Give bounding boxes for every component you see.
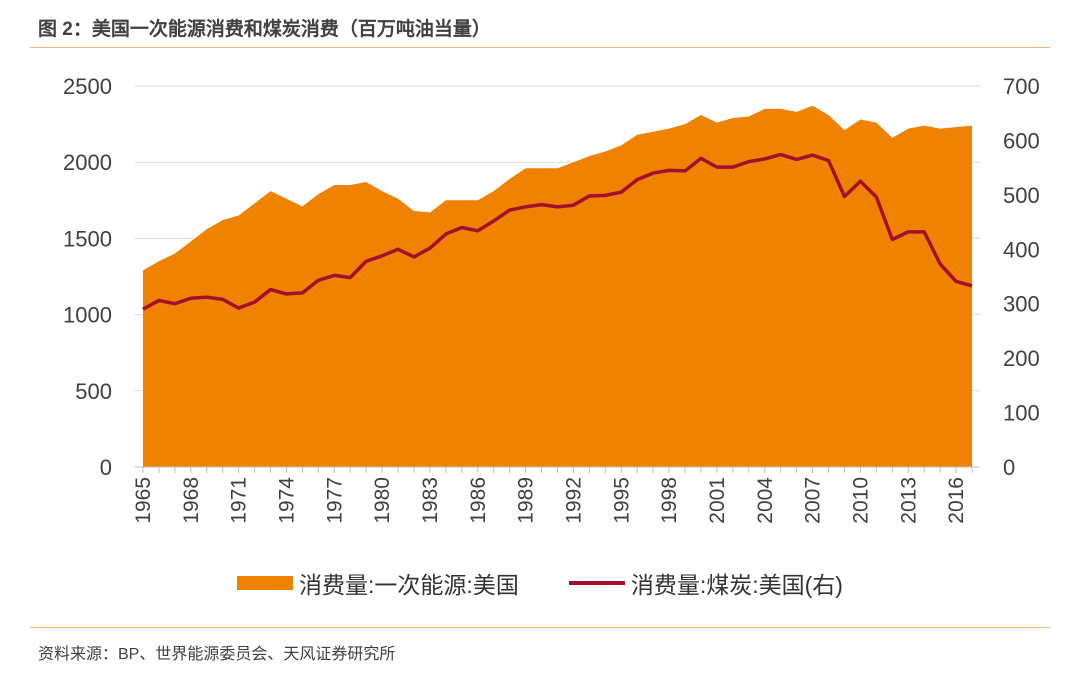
left-axis-label: 0 [100, 455, 112, 480]
right-axis-label: 0 [1003, 455, 1015, 480]
legend-item-primary-energy: 消费量:一次能源:美国 [237, 566, 519, 600]
x-tick-label: 1980 [371, 477, 394, 524]
right-axis-label: 700 [1003, 74, 1040, 99]
right-axis-label: 600 [1003, 128, 1040, 153]
x-tick-label: 2001 [706, 477, 729, 524]
x-tick-label: 1968 [180, 477, 203, 524]
x-tick-label: 2004 [754, 477, 777, 524]
line-series-coal [142, 152, 973, 311]
x-tick-label: 1974 [275, 477, 298, 524]
legend-label-coal: 消费量:煤炭:美国(右) [630, 572, 843, 598]
x-tick-label: 1995 [610, 477, 633, 524]
legend-label-primary-energy: 消费量:一次能源:美国 [299, 572, 519, 598]
x-tick-label: 1986 [467, 477, 490, 524]
legend-item-coal: 消费量:煤炭:美国(右) [568, 566, 843, 600]
x-tick-label: 1965 [132, 477, 155, 524]
x-tick-label: 1989 [515, 477, 538, 524]
x-tick-label: 1983 [419, 477, 442, 524]
x-tick-label: 1992 [562, 477, 585, 524]
legend: 消费量:一次能源:美国 消费量:煤炭:美国(右) [0, 566, 1080, 600]
x-tick-label: 2016 [945, 477, 968, 524]
left-axis-label: 1000 [63, 303, 112, 328]
right-axis-label: 300 [1003, 292, 1040, 317]
x-tick-label: 2010 [849, 477, 872, 524]
area-series-primary-energy [142, 105, 973, 467]
legend-swatch-line [568, 581, 625, 585]
figure-title: 图 2：美国一次能源消费和煤炭消费（百万吨油当量） [38, 19, 491, 40]
x-tick-label: 2007 [802, 477, 825, 524]
right-axis-label: 100 [1003, 401, 1040, 426]
left-axis-label: 2000 [63, 150, 112, 175]
source-note: 资料来源：BP、世界能源委员会、天风证券研究所 [38, 646, 396, 663]
x-tick-label: 2013 [897, 477, 920, 524]
left-axis-label: 1500 [63, 226, 112, 251]
legend-swatch-area [237, 576, 294, 590]
x-tick-label: 1971 [228, 477, 251, 524]
chart: 1965 1968 1971 1974 1977 1980 1983 1986 1989 1992… [63, 74, 1040, 524]
right-axis-label: 400 [1003, 237, 1040, 262]
right-axis-label: 200 [1003, 346, 1040, 371]
bottom-divider [30, 627, 1050, 628]
top-divider [30, 47, 1050, 48]
right-axis-label: 500 [1003, 183, 1040, 208]
left-axis-label: 2500 [63, 74, 112, 99]
x-tick-label: 1977 [323, 477, 346, 524]
x-tick-label: 1998 [658, 477, 681, 524]
left-axis-label: 500 [75, 379, 112, 404]
